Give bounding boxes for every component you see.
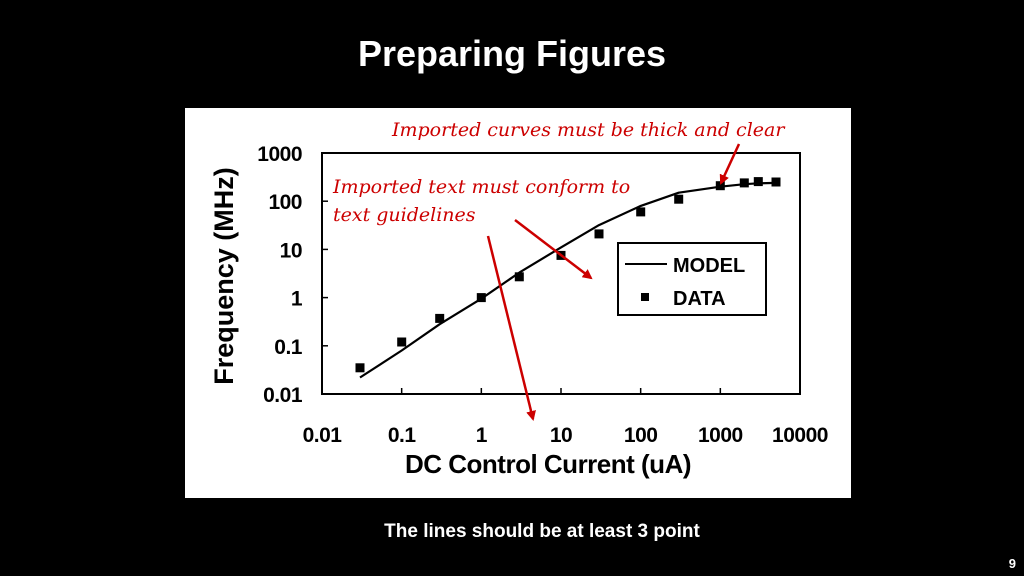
x-tick-label: 0.01 [303,424,343,447]
x-tick-label: 1000 [698,424,743,447]
x-tick-label: 10 [550,424,572,447]
y-tick-label: 0.01 [263,384,303,407]
legend-box [617,242,767,316]
curves-annotation: Imported curves must be thick and clear [391,119,786,141]
data-point [355,363,365,373]
figure-panel: 0.01 0.1 1 10 100 1000 10000 0.01 0.1 1 10 100 1000 … [185,108,851,498]
data-point [771,177,781,187]
y-tick-label: 100 [268,191,302,214]
y-tick-label: 1000 [257,143,302,166]
data-point [594,229,604,239]
y-tick-label: 10 [280,239,302,262]
legend-data-marker [641,293,649,301]
data-point [397,337,407,347]
y-tick-label: 0.1 [274,336,303,359]
arrow-to-legend-text [514,219,593,280]
legend-model-label: MODEL [673,255,745,277]
data-point [739,178,749,188]
slide-caption: The lines should be at least 3 point [384,521,700,542]
x-tick-label: 0.1 [388,424,417,447]
page-number: 9 [1008,556,1016,571]
data-point [715,181,725,191]
x-tick-label: 1 [476,424,488,447]
arrow-to-curve [719,143,741,185]
legend-data-label: DATA [673,288,726,310]
text-annotation-line2: text guidelines [333,204,476,226]
annotation-layer: Imported curves must be thick and clear … [332,119,786,421]
x-tick-label: 100 [624,424,658,447]
text-annotation-line1: Imported text must conform to [332,176,630,198]
data-point [753,177,763,187]
slide-title: Preparing Figures [357,33,667,74]
frequency-chart: 0.01 0.1 1 10 100 1000 100000.010.11101001000 … [209,119,828,479]
y-axis-label: Frequency (MHz) [209,167,239,385]
x-tick-label: 10000 [772,424,828,447]
data-point [435,313,445,323]
data-point [514,272,524,282]
legend: MODEL DATA [617,242,767,316]
data-point [636,207,646,217]
y-tick-label: 1 [291,288,303,311]
x-axis-label: DC Control Current (uA) [405,449,691,479]
data-point [476,293,486,303]
data-point [674,194,684,204]
arrow-to-axis-text [486,235,536,421]
